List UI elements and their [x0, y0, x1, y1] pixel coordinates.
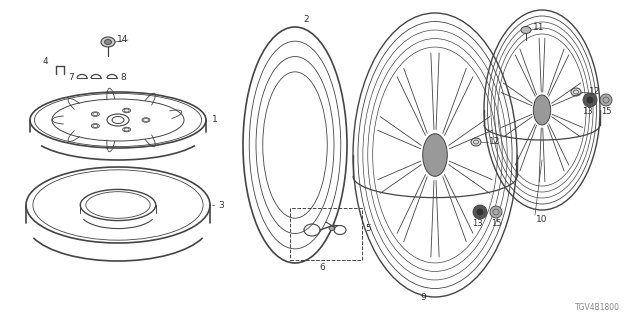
Text: 12: 12 [489, 138, 500, 147]
Text: TGV4B1800: TGV4B1800 [575, 303, 620, 312]
Text: 5: 5 [365, 224, 371, 233]
Text: 3: 3 [218, 201, 224, 210]
Circle shape [586, 96, 594, 104]
Text: 13: 13 [472, 220, 483, 228]
Text: 7: 7 [68, 73, 74, 82]
Text: 4: 4 [42, 58, 48, 67]
Text: 12: 12 [589, 87, 600, 97]
Bar [290, 208, 362, 260]
Ellipse shape [533, 95, 550, 125]
Ellipse shape [101, 37, 115, 47]
Ellipse shape [571, 88, 581, 96]
Text: 9: 9 [420, 293, 426, 302]
Ellipse shape [471, 138, 481, 146]
Text: 15: 15 [601, 108, 611, 116]
Ellipse shape [521, 27, 531, 34]
Circle shape [583, 93, 597, 107]
Text: 13: 13 [582, 108, 592, 116]
Text: 15: 15 [491, 220, 501, 228]
Ellipse shape [104, 39, 111, 44]
Text: 8: 8 [120, 73, 125, 82]
Circle shape [476, 208, 484, 216]
Text: 1: 1 [212, 116, 218, 124]
Circle shape [490, 206, 502, 218]
Text: 14: 14 [117, 36, 129, 44]
Text: 11: 11 [533, 23, 545, 33]
Ellipse shape [329, 226, 335, 230]
Circle shape [473, 205, 487, 219]
Text: 2: 2 [303, 15, 308, 25]
Text: 6: 6 [319, 263, 325, 273]
Circle shape [600, 94, 612, 106]
Text: 10: 10 [536, 215, 548, 225]
Ellipse shape [422, 134, 447, 176]
